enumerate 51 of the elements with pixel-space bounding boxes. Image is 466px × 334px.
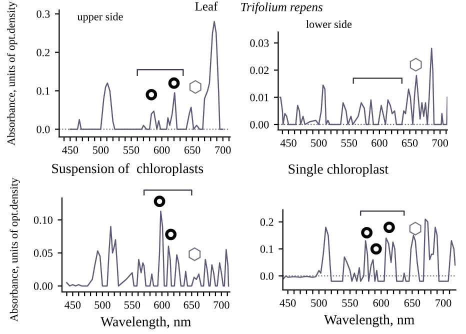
y-tick-label: 0.0 bbox=[36, 126, 50, 134]
x-tick-label: 650 bbox=[184, 301, 200, 309]
annotation: Leaf bbox=[195, 2, 218, 11]
x-tick-label: 550 bbox=[342, 299, 358, 307]
chart-title: Suspension of chloroplasts bbox=[52, 163, 204, 176]
x-tick-label: 450 bbox=[280, 139, 296, 147]
y-tick-label: 0.01 bbox=[250, 94, 269, 102]
x-tick-label: 700 bbox=[432, 139, 448, 147]
chart-title: Single chloroplast bbox=[288, 164, 388, 177]
y-tick-label: 0.00 bbox=[250, 120, 269, 128]
y-tick-label: 0.3 bbox=[36, 10, 50, 18]
x-tick-label: 600 bbox=[154, 146, 170, 154]
x-tick-label: 500 bbox=[94, 301, 110, 309]
line-series bbox=[282, 218, 456, 282]
annotation: upper side bbox=[77, 12, 123, 23]
y-tick-label: 0.0 bbox=[260, 272, 274, 280]
x-tick-label: 600 bbox=[373, 299, 390, 307]
x-tick-label: 550 bbox=[341, 139, 358, 147]
line-series bbox=[66, 210, 230, 287]
y-axis-title: Absorbance, units of opt.density bbox=[10, 178, 20, 322]
y-tick-label: 0.1 bbox=[260, 245, 274, 253]
text: lower side bbox=[306, 20, 352, 28]
y-tick-label: 0.02 bbox=[250, 66, 269, 74]
x-tick-label: 450 bbox=[280, 299, 296, 307]
text: Trifolium repens bbox=[241, 2, 322, 14]
x-tick-label: 600 bbox=[154, 301, 170, 309]
x-tick-label: 450 bbox=[64, 301, 81, 309]
x-tick-label: 500 bbox=[93, 146, 109, 154]
y-tick-label: 0.1 bbox=[36, 87, 50, 95]
x-tick-label: 650 bbox=[402, 139, 418, 147]
x-tick-label: 500 bbox=[311, 299, 327, 307]
y-tick-label: 0.05 bbox=[34, 249, 53, 257]
x-tick-label: 500 bbox=[311, 139, 327, 147]
x-tick-label: 450 bbox=[62, 146, 78, 154]
x-tick-label: 700 bbox=[215, 146, 231, 154]
x-tick-label: 700 bbox=[214, 301, 230, 309]
y-tick-label: 0.00 bbox=[34, 282, 53, 290]
line-series bbox=[279, 48, 448, 126]
x-tick-label: 550 bbox=[124, 301, 140, 309]
y-tick-label: 0.03 bbox=[250, 39, 269, 47]
x-axis-title: Wavelength, nm bbox=[100, 316, 191, 330]
y-tick-label: 0.2 bbox=[260, 218, 274, 226]
x-tick-label: 550 bbox=[124, 146, 140, 154]
y-axis-title: Absorbance, units of opt.density bbox=[6, 1, 18, 146]
x-axis-title: Wavelength, nm bbox=[324, 314, 414, 328]
x-tick-label: 650 bbox=[184, 146, 200, 154]
y-tick-label: 0.10 bbox=[34, 216, 53, 224]
x-tick-label: 650 bbox=[404, 299, 420, 307]
x-tick-label: 700 bbox=[436, 299, 452, 307]
y-tick-label: 0.2 bbox=[36, 48, 50, 56]
x-tick-label: 600 bbox=[372, 139, 388, 147]
